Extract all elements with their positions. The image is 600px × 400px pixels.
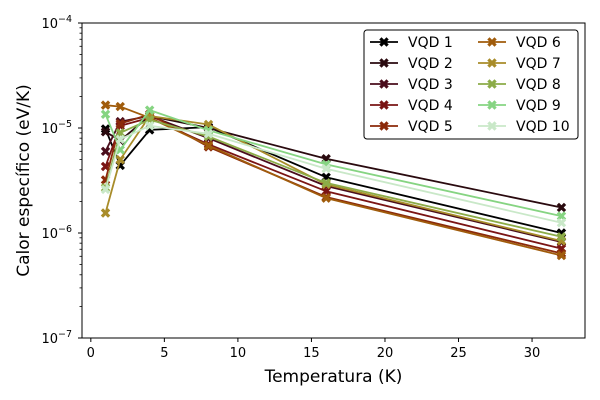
series-1 xyxy=(100,122,567,238)
x-axis-label: Temperatura (K) xyxy=(264,367,403,387)
data-point xyxy=(100,109,111,120)
legend-item: VQD 1 xyxy=(370,35,453,51)
legend-marker xyxy=(379,121,389,131)
legend-item: VQD 4 xyxy=(370,98,453,114)
legend-item: VQD 9 xyxy=(478,98,561,114)
y-axis-label: Calor específico (eV/K) xyxy=(14,84,34,277)
data-point xyxy=(556,232,567,242)
data-point xyxy=(115,101,125,112)
legend-label: VQD 10 xyxy=(516,119,570,135)
y-tick-exponent: −7 xyxy=(58,329,72,340)
data-point xyxy=(115,154,125,165)
y-tick-label: 10 xyxy=(41,227,58,242)
legend-label: VQD 8 xyxy=(516,77,561,93)
plot-frame xyxy=(81,22,586,339)
legend-frame xyxy=(363,29,579,140)
legend-item: VQD 3 xyxy=(370,77,453,93)
y-tick-label: 10 xyxy=(41,332,58,347)
legend-marker xyxy=(487,100,497,110)
legend-marker xyxy=(379,79,389,89)
legend-marker xyxy=(487,121,497,131)
legend-label: VQD 3 xyxy=(408,77,453,93)
data-point xyxy=(100,208,111,218)
series-10 xyxy=(100,121,567,228)
y-tick-exponent: −6 xyxy=(58,224,72,235)
legend-marker xyxy=(487,58,497,68)
data-point xyxy=(115,134,125,145)
data-point xyxy=(321,163,331,174)
data-point xyxy=(100,146,111,157)
legend-item: VQD 7 xyxy=(478,56,561,72)
data-point xyxy=(321,193,331,203)
data-point xyxy=(115,118,125,129)
series-line xyxy=(104,124,562,224)
data-point xyxy=(556,202,567,213)
data-point xyxy=(144,105,155,115)
legend-label: VQD 5 xyxy=(408,119,453,135)
legend-label: VQD 9 xyxy=(516,98,561,114)
legend-label: VQD 2 xyxy=(408,56,453,72)
legend-marker xyxy=(487,37,497,47)
y-tick-exponent: −5 xyxy=(58,119,72,130)
legend-marker xyxy=(379,58,389,68)
data-point xyxy=(556,218,567,228)
y-tick-exponent: −4 xyxy=(58,14,72,25)
legend-label: VQD 1 xyxy=(408,35,453,51)
data-point xyxy=(203,129,214,139)
x-tick-label: 25 xyxy=(450,346,467,361)
x-tick-label: 5 xyxy=(160,346,168,361)
x-axis: 0 5 10 15 20 25 30 xyxy=(87,338,541,361)
legend-label: VQD 6 xyxy=(516,35,561,51)
legend-item: VQD 8 xyxy=(478,77,561,93)
series-line xyxy=(105,104,562,257)
legend-label: VQD 7 xyxy=(516,56,561,72)
x-tick-label: 0 xyxy=(87,346,95,361)
data-point xyxy=(100,184,111,195)
x-tick-label: 15 xyxy=(303,346,320,361)
legend-marker xyxy=(487,79,497,89)
legend-item: VQD 6 xyxy=(478,35,561,51)
y-axis: 10−710−610−510−4 xyxy=(41,14,82,347)
series-layer xyxy=(100,100,567,261)
series-line xyxy=(104,126,562,234)
legend-label: VQD 4 xyxy=(408,98,453,114)
legend-item: VQD 10 xyxy=(478,119,570,135)
data-point xyxy=(100,100,111,110)
x-tick-label: 30 xyxy=(524,346,541,361)
data-point xyxy=(100,127,111,137)
legend-item: VQD 2 xyxy=(370,56,453,72)
x-tick-label: 20 xyxy=(377,346,394,361)
y-tick-label: 10 xyxy=(41,122,58,137)
data-point xyxy=(321,178,331,188)
x-tick-label: 10 xyxy=(230,346,247,361)
data-point xyxy=(203,140,214,151)
data-point xyxy=(144,121,155,131)
legend-marker xyxy=(379,100,389,110)
data-point xyxy=(556,250,567,261)
legend-item: VQD 5 xyxy=(370,119,453,135)
y-tick-label: 10 xyxy=(41,17,58,32)
legend-marker xyxy=(379,37,389,47)
legend: VQD 1 VQD 2 VQD 3 VQD 4 VQD 5 VQD 6 VQD 7 VQD 8… xyxy=(363,29,579,140)
